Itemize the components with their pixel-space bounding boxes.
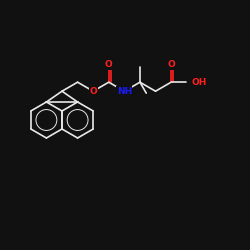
Text: O: O: [89, 87, 97, 96]
Text: O: O: [105, 60, 113, 70]
Text: O: O: [167, 60, 175, 70]
Text: NH: NH: [117, 87, 132, 96]
Text: OH: OH: [192, 78, 207, 87]
